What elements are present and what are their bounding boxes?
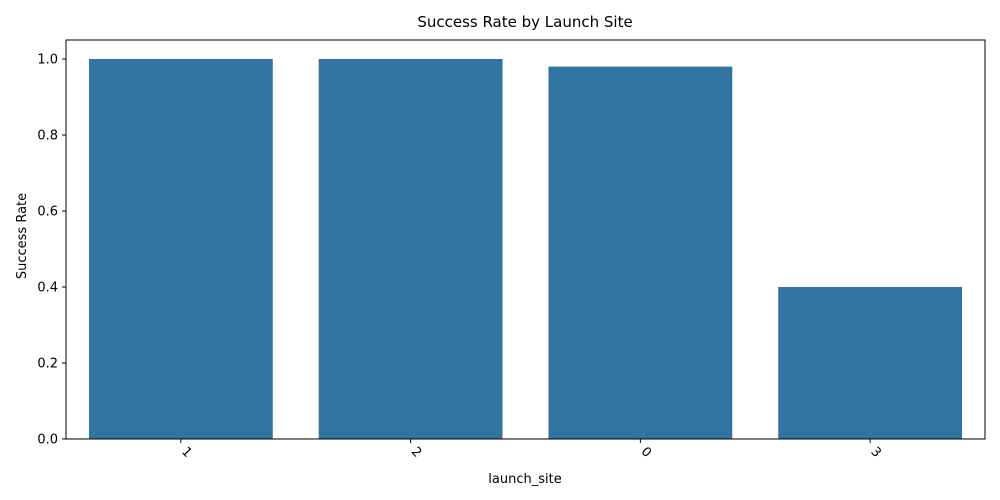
bar-3 bbox=[778, 287, 963, 439]
bar-1 bbox=[88, 59, 273, 439]
bar-0 bbox=[548, 66, 733, 439]
y-tick-label: 0.2 bbox=[37, 357, 58, 372]
y-tick-label: 0.0 bbox=[37, 433, 58, 448]
x-axis-label: launch_site bbox=[488, 472, 561, 487]
x-tick-label: 0 bbox=[638, 444, 654, 460]
plot-area: 0.0 0.2 0.4 0.6 0.8 1.0 1 2 0 3 bbox=[37, 39, 986, 461]
y-tick-label: 0.6 bbox=[37, 205, 58, 220]
chart-title: Success Rate by Launch Site bbox=[417, 13, 632, 31]
x-tick-label: 1 bbox=[178, 444, 194, 460]
y-tick-label: 1.0 bbox=[37, 53, 58, 68]
y-axis-label: Success Rate bbox=[15, 193, 30, 279]
bar-2 bbox=[318, 59, 503, 439]
y-tick-label: 0.4 bbox=[37, 281, 58, 296]
x-tick-label: 2 bbox=[408, 444, 424, 460]
x-tick-label: 3 bbox=[867, 444, 883, 460]
plot-frame bbox=[65, 39, 986, 440]
y-tick-label: 0.8 bbox=[37, 129, 58, 144]
